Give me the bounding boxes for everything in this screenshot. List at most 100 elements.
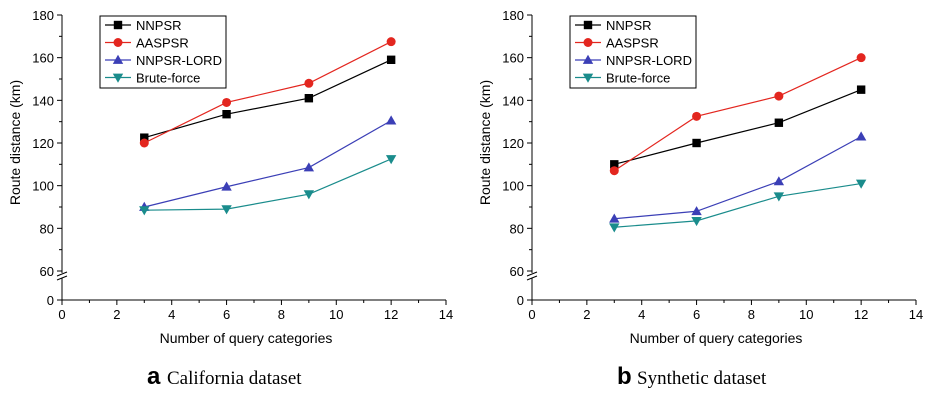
data-point <box>692 138 701 148</box>
legend: NNPSR AASPSR NNPSR-LORD Brute-force <box>569 15 697 89</box>
data-point <box>222 110 231 119</box>
y-tick-label: 80 <box>40 221 54 236</box>
x-tick-label: 6 <box>693 307 700 322</box>
legend-entry: Brute-force <box>606 71 670 86</box>
series-line <box>144 59 392 139</box>
legend-marker <box>113 20 123 30</box>
legend-entry: AASPSR <box>136 36 189 51</box>
data-point <box>856 85 866 94</box>
y-tick-label: 140 <box>32 93 54 108</box>
data-point <box>609 213 620 223</box>
x-tick-label: 14 <box>909 307 923 322</box>
data-point <box>773 192 785 202</box>
y-tick-label: 180 <box>502 8 524 23</box>
legend-marker <box>113 38 123 47</box>
series-nnpsr-lord <box>139 115 397 211</box>
y-tick-label: 0 <box>47 293 54 308</box>
x-axis-label: Number of query categories <box>160 330 333 346</box>
legend-marker <box>583 38 593 47</box>
data-point <box>691 206 702 216</box>
data-point <box>855 131 867 141</box>
series-brute-force <box>139 155 397 216</box>
data-point <box>774 91 784 101</box>
panel-caption: Synthetic dataset <box>637 368 767 389</box>
legend-marker <box>583 20 593 30</box>
panel-letter: b <box>617 363 632 390</box>
data-point <box>856 53 866 63</box>
data-point <box>610 160 619 169</box>
x-tick-label: 12 <box>854 307 868 322</box>
series-line <box>613 57 862 172</box>
data-point <box>691 216 702 227</box>
x-axis-label: Number of query categories <box>630 330 803 346</box>
series-line <box>144 158 392 211</box>
legend-entry: NNPSR-LORD <box>136 53 222 68</box>
data-point <box>386 37 396 47</box>
series-line <box>614 182 862 228</box>
data-point <box>303 162 315 172</box>
x-tick-label: 8 <box>748 307 755 322</box>
x-tick-label: 12 <box>384 307 398 322</box>
x-tick-label: 4 <box>168 307 175 322</box>
data-point <box>855 179 867 189</box>
x-tick-label: 0 <box>58 307 65 322</box>
legend-marker <box>582 54 594 64</box>
legend-marker <box>112 54 124 64</box>
y-tick-label: 60 <box>510 264 524 279</box>
data-point <box>774 118 784 127</box>
series-nnpsr-lord <box>609 131 867 223</box>
legend-entry: AASPSR <box>606 36 659 51</box>
x-tick-label: 2 <box>583 307 590 322</box>
data-point <box>222 97 232 107</box>
data-point <box>385 115 397 125</box>
data-point <box>139 206 150 216</box>
series-brute-force <box>609 179 867 233</box>
data-point <box>221 181 232 191</box>
y-axis-break-mark <box>526 271 538 277</box>
series-aaspsr <box>139 37 396 148</box>
y-axis-break-mark <box>56 271 68 277</box>
y-tick-label: 140 <box>502 93 524 108</box>
y-tick-label: 80 <box>510 221 524 236</box>
legend-marker <box>582 73 594 83</box>
x-tick-label: 14 <box>439 307 453 322</box>
data-point <box>385 155 397 165</box>
data-point <box>304 78 314 88</box>
series-line <box>614 89 862 165</box>
x-tick-label: 0 <box>528 307 535 322</box>
series-nnpsr <box>140 55 396 142</box>
y-tick-label: 160 <box>502 51 524 66</box>
data-point <box>303 190 315 200</box>
legend-marker <box>112 73 124 83</box>
y-tick-label: 100 <box>502 179 524 194</box>
series-line <box>144 120 392 208</box>
data-point <box>609 166 619 176</box>
data-point <box>221 205 232 215</box>
x-tick-label: 4 <box>638 307 645 322</box>
legend-entry: NNPSR <box>606 18 652 33</box>
y-axis-label: Route distance (km) <box>477 80 493 205</box>
legend-entry: NNPSR <box>136 18 182 33</box>
y-axis-label: Route distance (km) <box>7 80 23 205</box>
x-tick-label: 6 <box>223 307 230 322</box>
panel-letter: a <box>147 363 161 390</box>
legend-entry: Brute-force <box>136 71 200 86</box>
series-aaspsr <box>609 53 866 176</box>
x-tick-label: 2 <box>113 307 120 322</box>
data-point <box>139 138 149 148</box>
data-point <box>692 111 702 121</box>
y-tick-label: 120 <box>502 136 524 151</box>
data-point <box>773 176 785 186</box>
y-tick-label: 180 <box>32 8 54 23</box>
data-point <box>304 94 314 103</box>
x-tick-label: 10 <box>329 307 343 322</box>
legend-entry: NNPSR-LORD <box>606 53 692 68</box>
series-nnpsr <box>610 85 866 169</box>
y-axis-break-mark <box>56 275 68 281</box>
y-tick-label: 160 <box>32 51 54 66</box>
x-tick-label: 10 <box>799 307 813 322</box>
data-point <box>609 223 620 233</box>
